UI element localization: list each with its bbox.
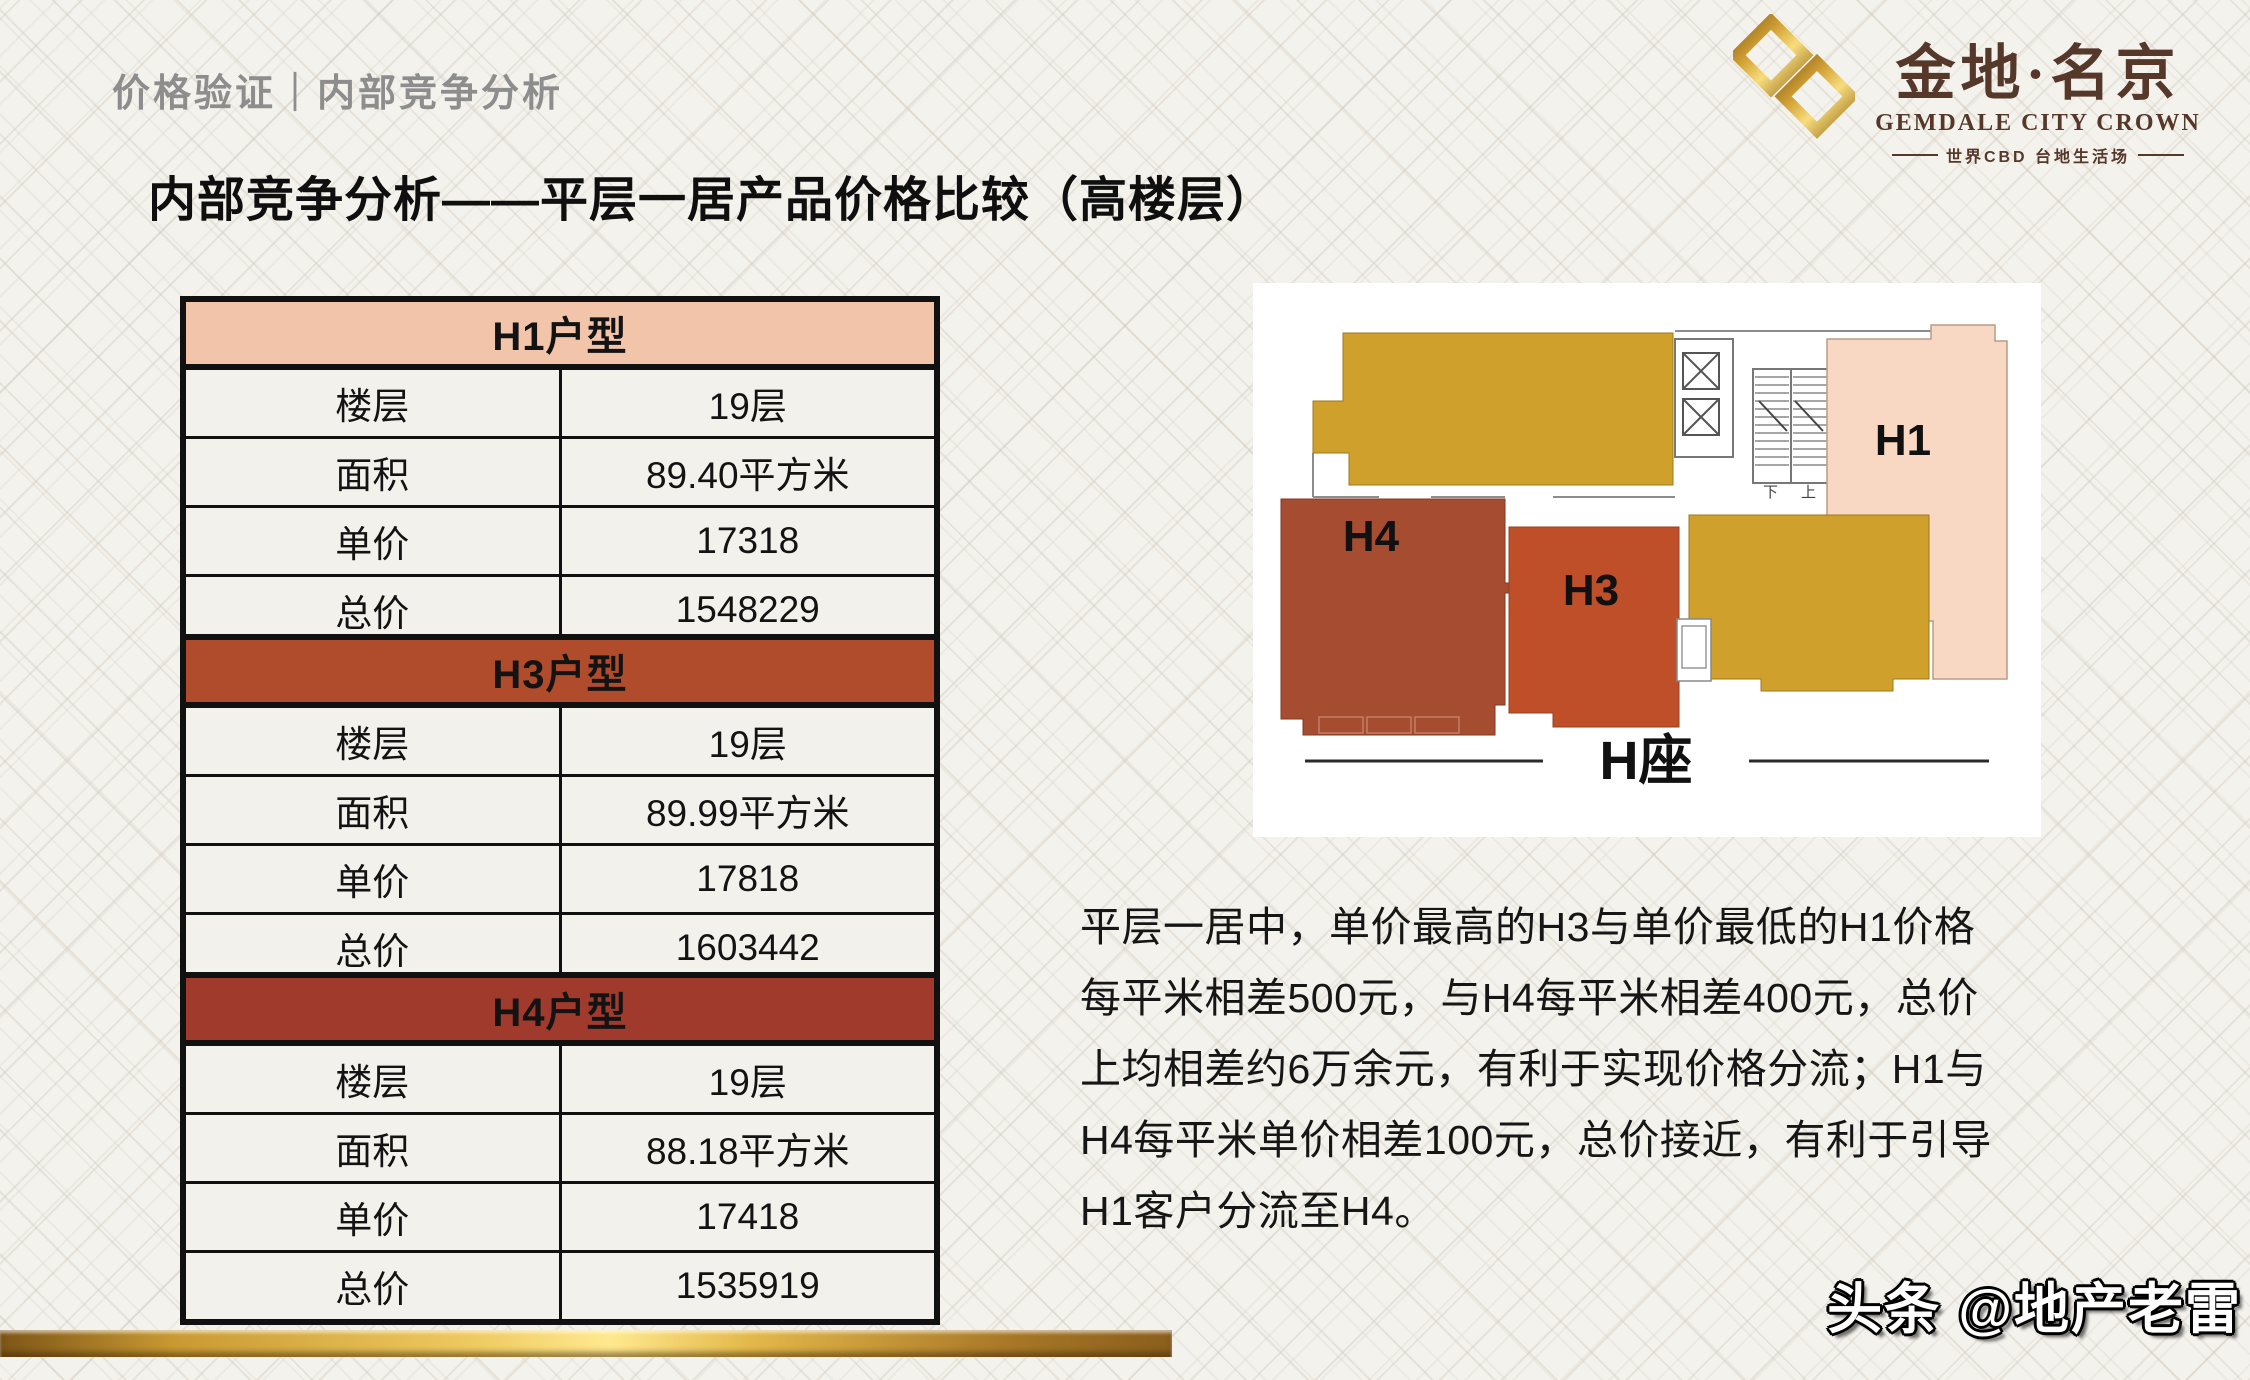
row-value-cell: 1535919 (558, 1250, 939, 1324)
row-value-cell: 88.18平方米 (558, 1112, 939, 1184)
unit-table-h4: H4户型 楼层 19层 面积 88.18平方米 单价 17418 总价 1535919 (180, 972, 940, 1325)
brand-tagline: 世界CBD 台地生活场 (1873, 143, 2203, 167)
row-value-cell: 17818 (558, 843, 939, 915)
row-label-cell: 面积 (181, 774, 562, 846)
h4-balcony-detail (1318, 716, 1460, 734)
unit-block-h4 (1280, 498, 1518, 736)
table-row: 面积 89.40平方米 (181, 436, 939, 508)
unit-table-h1: H1户型 楼层 19层 面积 89.40平方米 单价 17318 总价 1548229 (180, 296, 940, 649)
unit-table-h3: H3户型 楼层 19层 面积 89.99平方米 单价 17818 总价 1603442 (180, 634, 940, 987)
gold-divider-bar (0, 1330, 1172, 1357)
unit-label-h1: H1 (1875, 416, 1931, 465)
table-header-h3: H3户型 (181, 635, 939, 708)
shaft-detail (1676, 618, 1712, 682)
row-value-cell: 19层 (558, 703, 939, 777)
table-header-h1: H1户型 (181, 297, 939, 370)
table-row: 楼层 19层 (181, 365, 939, 439)
row-label-cell: 总价 (181, 574, 562, 648)
row-value-cell: 19层 (558, 365, 939, 439)
unit-label-h4: H4 (1343, 512, 1400, 561)
row-label-cell: 单价 (181, 505, 562, 577)
stairwell: 下 上 (1752, 368, 1830, 501)
stair-treads-left (1755, 376, 1789, 466)
gemdale-diamond-icon (1733, 14, 1855, 139)
floorplan-panel: 下 上 H1 H3 H4 (1253, 283, 2041, 837)
stair-label-up: 上 (1801, 484, 1816, 501)
table-row: 楼层 19层 (181, 1041, 939, 1115)
row-label-cell: 单价 (181, 1181, 562, 1253)
page-title: 内部竞争分析——平层一居产品价格比较（高楼层） (148, 174, 1276, 227)
brand-logo: 金地·名京 GEMDALE CITY CROWN 世界CBD 台地生活场 (1733, 14, 2203, 167)
section-kicker: 价格验证｜内部竞争分析 (112, 73, 564, 115)
row-label-cell: 面积 (181, 436, 562, 508)
tagline-rule-left (1891, 154, 1938, 156)
table-row: 面积 88.18平方米 (181, 1112, 939, 1184)
unit-block-gold-topleft (1312, 332, 1674, 486)
table-row: 单价 17818 (181, 843, 939, 915)
brand-tagline-text: 世界CBD 台地生活场 (1945, 149, 2131, 166)
table-header-h4: H4户型 (181, 973, 939, 1046)
row-value-cell: 17418 (558, 1181, 939, 1253)
row-label-cell: 楼层 (181, 703, 562, 777)
plan-caption: H座 (1600, 731, 1693, 791)
stair-arrow-down (1758, 400, 1788, 432)
row-label-cell: 总价 (181, 1250, 562, 1324)
unit-block-gold-middle (1688, 514, 1930, 692)
elevator-core (1674, 338, 1734, 458)
tagline-rule-right (2138, 154, 2185, 156)
diamond-shape-top (1733, 14, 1814, 98)
stair-arrow-up (1794, 400, 1824, 432)
watermark: 头条 @地产老雷 (1827, 1278, 2242, 1340)
wall-lines (1312, 330, 1933, 498)
analysis-text: 平层一居中，单价最高的H3与单价最低的H1价格 每平米相差500元，与H4每平米… (1080, 904, 1992, 1234)
row-value-cell: 89.40平方米 (558, 436, 939, 508)
row-label-cell: 面积 (181, 1112, 562, 1184)
unit-label-h3: H3 (1563, 566, 1619, 615)
plan-caption-group: H座 (1305, 731, 1989, 791)
row-label-cell: 楼层 (181, 365, 562, 439)
unit-block-h3 (1508, 526, 1680, 728)
table-row: 单价 17418 (181, 1181, 939, 1253)
brand-name-cn: 金地·名京 (1895, 41, 2181, 107)
row-value-cell: 89.99平方米 (558, 774, 939, 846)
row-value-cell: 17318 (558, 505, 939, 577)
brand-name-en: GEMDALE CITY CROWN (1875, 110, 2201, 136)
stair-label-down: 下 (1763, 484, 1778, 501)
diamond-shape-bottom (1774, 53, 1855, 139)
table-row: 总价 1535919 (181, 1250, 939, 1324)
row-label-cell: 单价 (181, 843, 562, 915)
brand-text-block: 金地·名京 GEMDALE CITY CROWN 世界CBD 台地生活场 (1873, 14, 2203, 167)
table-row: 楼层 19层 (181, 703, 939, 777)
row-label-cell: 楼层 (181, 1041, 562, 1115)
floorplan-drawing: 下 上 H1 H3 H4 (1280, 324, 2008, 791)
table-row: 单价 17318 (181, 505, 939, 577)
row-value-cell: 19层 (558, 1041, 939, 1115)
table-row: 面积 89.99平方米 (181, 774, 939, 846)
